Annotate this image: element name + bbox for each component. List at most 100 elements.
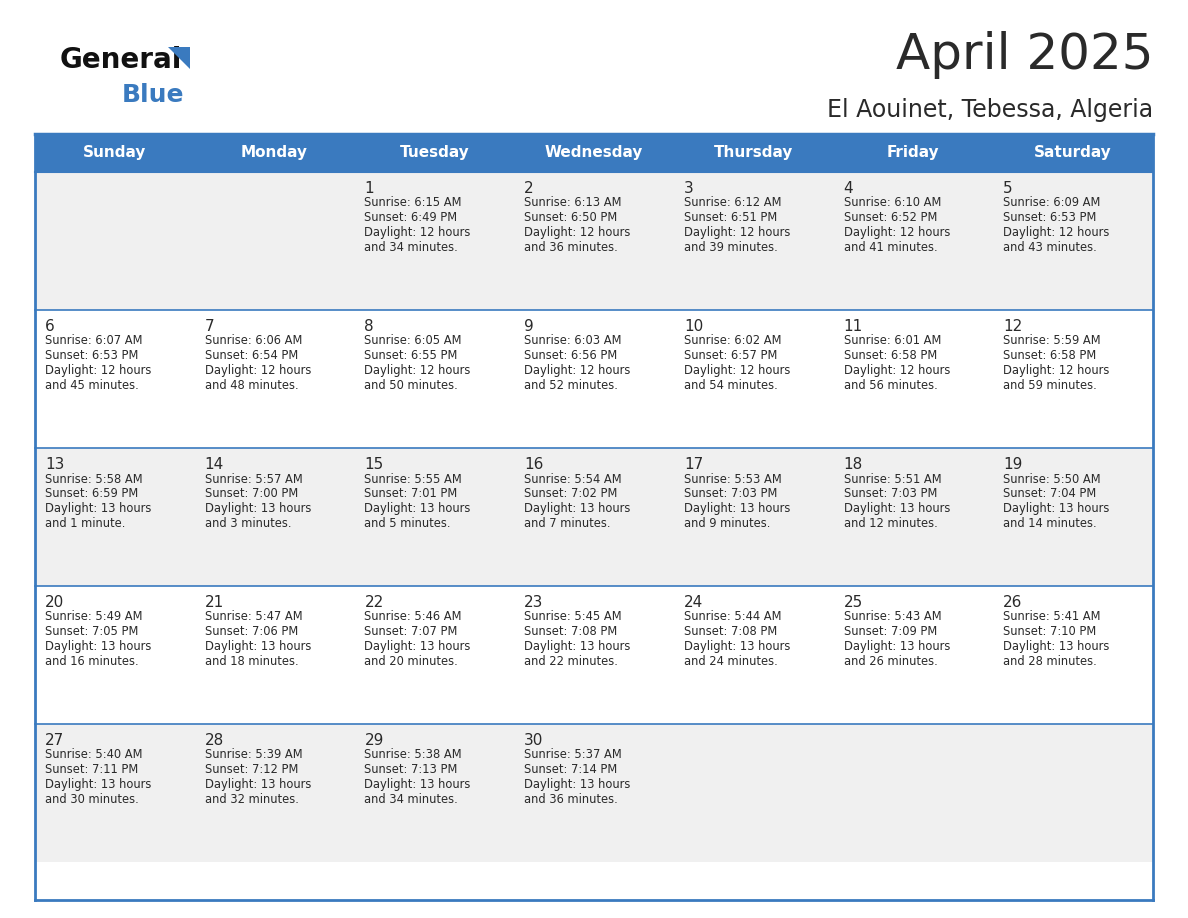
Text: Daylight: 12 hours: Daylight: 12 hours — [684, 226, 790, 239]
Text: 26: 26 — [1004, 595, 1023, 610]
Bar — [34, 448, 195, 586]
Text: 15: 15 — [365, 457, 384, 472]
Text: Sunrise: 6:13 AM: Sunrise: 6:13 AM — [524, 196, 621, 209]
Text: Sunrise: 6:09 AM: Sunrise: 6:09 AM — [1004, 196, 1100, 209]
Text: 11: 11 — [843, 319, 862, 334]
Bar — [195, 310, 354, 448]
Bar — [834, 586, 993, 724]
Bar — [674, 586, 834, 724]
Text: El Aouinet, Tebessa, Algeria: El Aouinet, Tebessa, Algeria — [827, 98, 1154, 122]
Text: Daylight: 13 hours: Daylight: 13 hours — [684, 640, 790, 653]
Text: and 56 minutes.: and 56 minutes. — [843, 378, 937, 392]
Text: Sunset: 7:07 PM: Sunset: 7:07 PM — [365, 625, 457, 638]
Bar — [993, 448, 1154, 586]
Text: and 30 minutes.: and 30 minutes. — [45, 792, 139, 806]
Bar — [993, 310, 1154, 448]
Bar — [195, 134, 354, 172]
Text: Daylight: 12 hours: Daylight: 12 hours — [204, 364, 311, 377]
Text: Daylight: 13 hours: Daylight: 13 hours — [204, 502, 311, 515]
Text: Tuesday: Tuesday — [399, 145, 469, 161]
Text: 24: 24 — [684, 595, 703, 610]
Text: Daylight: 13 hours: Daylight: 13 hours — [204, 778, 311, 791]
Bar — [34, 586, 195, 724]
Text: Sunrise: 5:38 AM: Sunrise: 5:38 AM — [365, 748, 462, 762]
Text: Sunset: 7:02 PM: Sunset: 7:02 PM — [524, 487, 618, 500]
Text: and 59 minutes.: and 59 minutes. — [1004, 378, 1097, 392]
Bar — [514, 172, 674, 310]
Text: Sunset: 7:00 PM: Sunset: 7:00 PM — [204, 487, 298, 500]
Text: 25: 25 — [843, 595, 862, 610]
Text: Sunset: 6:54 PM: Sunset: 6:54 PM — [204, 349, 298, 363]
Bar — [834, 172, 993, 310]
Text: Sunrise: 6:06 AM: Sunrise: 6:06 AM — [204, 334, 302, 348]
Text: Sunset: 6:52 PM: Sunset: 6:52 PM — [843, 211, 937, 224]
Text: and 32 minutes.: and 32 minutes. — [204, 792, 298, 806]
Text: and 36 minutes.: and 36 minutes. — [524, 241, 618, 253]
Text: 2: 2 — [524, 181, 533, 196]
Bar — [354, 448, 514, 586]
Text: 19: 19 — [1004, 457, 1023, 472]
Text: and 18 minutes.: and 18 minutes. — [204, 655, 298, 667]
Bar — [195, 172, 354, 310]
Text: Daylight: 12 hours: Daylight: 12 hours — [365, 226, 470, 239]
Text: Sunrise: 5:39 AM: Sunrise: 5:39 AM — [204, 748, 302, 762]
Text: Sunrise: 6:10 AM: Sunrise: 6:10 AM — [843, 196, 941, 209]
Text: and 24 minutes.: and 24 minutes. — [684, 655, 778, 667]
Text: Sunset: 7:12 PM: Sunset: 7:12 PM — [204, 763, 298, 777]
Bar — [834, 724, 993, 862]
Text: and 22 minutes.: and 22 minutes. — [524, 655, 618, 667]
Text: Daylight: 13 hours: Daylight: 13 hours — [1004, 502, 1110, 515]
Polygon shape — [168, 47, 190, 69]
Bar — [195, 448, 354, 586]
Text: Daylight: 13 hours: Daylight: 13 hours — [524, 502, 631, 515]
Bar — [514, 586, 674, 724]
Text: 23: 23 — [524, 595, 544, 610]
Text: Sunset: 7:08 PM: Sunset: 7:08 PM — [684, 625, 777, 638]
Text: Sunset: 7:14 PM: Sunset: 7:14 PM — [524, 763, 618, 777]
Bar — [34, 310, 195, 448]
Text: Sunrise: 6:05 AM: Sunrise: 6:05 AM — [365, 334, 462, 348]
Text: Sunset: 6:57 PM: Sunset: 6:57 PM — [684, 349, 777, 363]
Text: Sunrise: 5:41 AM: Sunrise: 5:41 AM — [1004, 610, 1101, 623]
Bar — [34, 724, 195, 862]
Text: and 3 minutes.: and 3 minutes. — [204, 517, 291, 530]
Bar — [34, 134, 195, 172]
Text: Daylight: 13 hours: Daylight: 13 hours — [45, 640, 151, 653]
Text: Sunset: 6:50 PM: Sunset: 6:50 PM — [524, 211, 618, 224]
Bar — [354, 134, 514, 172]
Text: 3: 3 — [684, 181, 694, 196]
Text: Sunset: 7:11 PM: Sunset: 7:11 PM — [45, 763, 138, 777]
Text: Daylight: 12 hours: Daylight: 12 hours — [524, 226, 631, 239]
Text: Daylight: 13 hours: Daylight: 13 hours — [204, 640, 311, 653]
Text: Daylight: 12 hours: Daylight: 12 hours — [45, 364, 151, 377]
Text: and 14 minutes.: and 14 minutes. — [1004, 517, 1097, 530]
Text: Daylight: 12 hours: Daylight: 12 hours — [1004, 364, 1110, 377]
Bar — [354, 172, 514, 310]
Text: 18: 18 — [843, 457, 862, 472]
Text: Daylight: 12 hours: Daylight: 12 hours — [684, 364, 790, 377]
Text: Monday: Monday — [241, 145, 308, 161]
Text: Sunrise: 5:46 AM: Sunrise: 5:46 AM — [365, 610, 462, 623]
Text: and 20 minutes.: and 20 minutes. — [365, 655, 459, 667]
Text: and 26 minutes.: and 26 minutes. — [843, 655, 937, 667]
Text: 6: 6 — [45, 319, 55, 334]
Text: Wednesday: Wednesday — [545, 145, 643, 161]
Bar — [834, 310, 993, 448]
Text: Sunrise: 6:01 AM: Sunrise: 6:01 AM — [843, 334, 941, 348]
Text: Sunset: 7:03 PM: Sunset: 7:03 PM — [843, 487, 937, 500]
Text: General: General — [61, 46, 183, 74]
Text: 20: 20 — [45, 595, 64, 610]
Text: Daylight: 13 hours: Daylight: 13 hours — [365, 640, 470, 653]
Text: Sunset: 7:13 PM: Sunset: 7:13 PM — [365, 763, 457, 777]
Bar — [514, 724, 674, 862]
Text: Daylight: 13 hours: Daylight: 13 hours — [843, 640, 950, 653]
Bar — [834, 448, 993, 586]
Text: Sunrise: 5:59 AM: Sunrise: 5:59 AM — [1004, 334, 1101, 348]
Bar — [993, 134, 1154, 172]
Text: Sunrise: 6:07 AM: Sunrise: 6:07 AM — [45, 334, 143, 348]
Text: and 16 minutes.: and 16 minutes. — [45, 655, 139, 667]
Text: Sunset: 6:55 PM: Sunset: 6:55 PM — [365, 349, 457, 363]
Text: Sunset: 7:06 PM: Sunset: 7:06 PM — [204, 625, 298, 638]
Text: 5: 5 — [1004, 181, 1013, 196]
Text: Daylight: 12 hours: Daylight: 12 hours — [524, 364, 631, 377]
